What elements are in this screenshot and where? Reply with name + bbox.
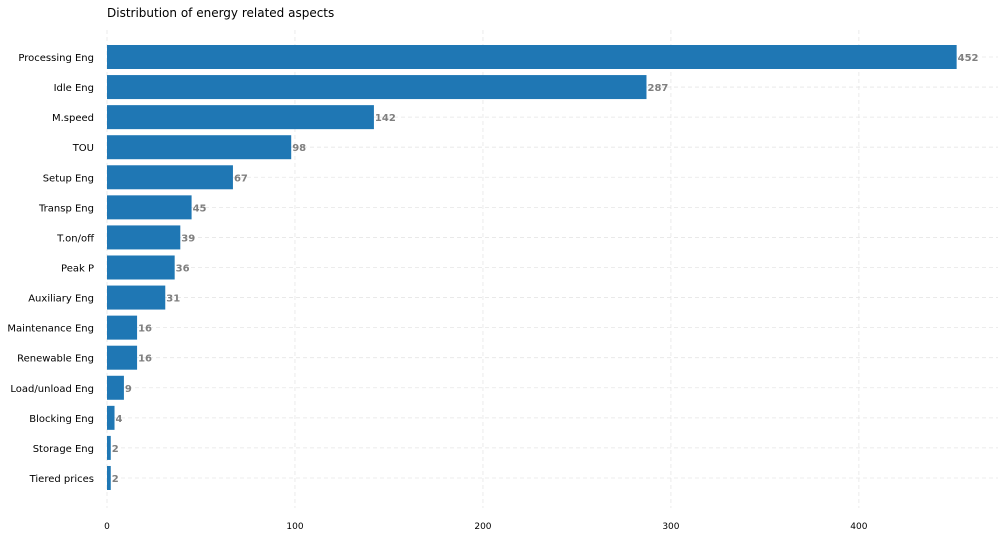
bar: [107, 75, 647, 100]
y-tick-label: Peak P: [61, 263, 94, 274]
x-tick-label: 400: [850, 522, 867, 532]
data-label: 2: [112, 474, 119, 485]
data-label: 4: [116, 414, 123, 425]
grid-lines: [106, 30, 998, 508]
bar: [107, 165, 233, 190]
bar: [107, 375, 124, 400]
y-tick-label: M.speed: [52, 113, 94, 124]
bar: [107, 105, 374, 130]
bar: [107, 225, 181, 250]
y-tick-label: Auxiliary Eng: [28, 294, 94, 305]
data-label: 16: [138, 324, 152, 335]
data-label: 67: [234, 173, 248, 184]
y-tick-label: Renewable Eng: [17, 354, 94, 365]
data-label: 45: [193, 203, 207, 214]
data-label: 287: [647, 83, 668, 94]
bar: [107, 285, 166, 310]
bar: [107, 255, 175, 280]
y-tick-label: Transp Eng: [38, 203, 94, 214]
data-label: 9: [125, 384, 132, 395]
bars: [107, 45, 957, 490]
x-tick-label: 100: [286, 522, 303, 532]
y-tick-label: Storage Eng: [33, 444, 94, 455]
y-tick-label: Setup Eng: [43, 173, 94, 184]
data-label: 31: [166, 294, 180, 305]
x-tick-label: 300: [662, 522, 679, 532]
data-label: 452: [958, 53, 979, 64]
bar: [107, 315, 138, 340]
y-tick-label: Blocking Eng: [29, 414, 94, 425]
data-label: 98: [292, 143, 306, 154]
y-tick-label: Load/unload Eng: [10, 384, 94, 395]
y-tick-label: T.on/off: [56, 233, 95, 244]
y-tick-label: Maintenance Eng: [7, 324, 94, 335]
bar: [107, 135, 292, 160]
x-axis-ticks: 0 100 200 300 400: [104, 522, 868, 532]
bar: [107, 45, 957, 69]
data-label: 36: [176, 263, 190, 274]
x-tick-label: 0: [104, 522, 110, 532]
data-label: 2: [112, 444, 119, 455]
bar: [107, 405, 115, 430]
y-tick-label: Processing Eng: [18, 53, 94, 64]
data-label: 39: [181, 233, 195, 244]
data-label: 16: [138, 354, 152, 365]
chart-title: Distribution of energy related aspects: [107, 6, 334, 20]
y-tick-label: TOU: [72, 143, 94, 154]
bar: [107, 465, 111, 490]
data-labels: 452 287 142 98 67 45 39 36 31 16 16 9 4 2 2: [112, 53, 979, 485]
bar: [107, 195, 192, 220]
x-tick-label: 200: [474, 522, 491, 532]
y-axis-labels: Processing Eng Idle Eng M.speed TOU Setup En…: [7, 53, 95, 485]
y-tick-label: Idle Eng: [54, 83, 94, 94]
y-tick-label: Tiered prices: [29, 474, 94, 485]
bar: [107, 345, 138, 370]
bar: [107, 435, 111, 460]
data-label: 142: [375, 113, 396, 124]
